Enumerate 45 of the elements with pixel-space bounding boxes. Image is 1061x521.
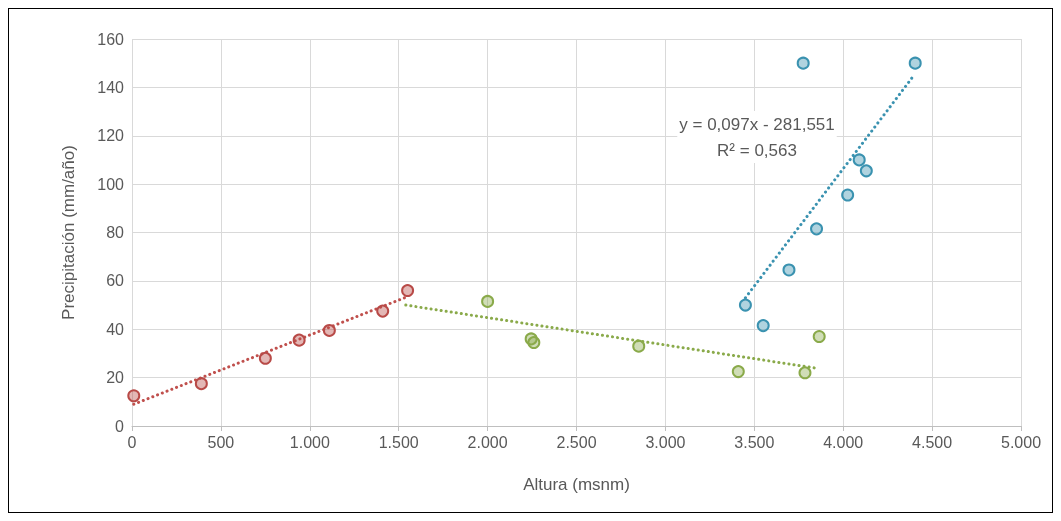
point: [852, 153, 866, 167]
point: [796, 56, 810, 70]
y-tick-label: 80: [106, 224, 125, 241]
x-tick-label: 3.500: [734, 433, 775, 451]
x-axis-title: Altura (msnm): [523, 475, 630, 494]
point: [481, 294, 495, 308]
point: [782, 263, 796, 277]
point: [859, 164, 873, 178]
point: [810, 222, 824, 236]
x-tick-label: 1.000: [289, 433, 330, 451]
point: [841, 188, 855, 202]
y-tick-label: 20: [106, 369, 125, 387]
y-tick-label: 100: [97, 175, 125, 193]
y-tick-label: 140: [97, 78, 125, 96]
point: [292, 333, 306, 347]
y-tick-label: 60: [106, 272, 125, 290]
point: [127, 389, 141, 403]
x-tick-label: 0: [127, 433, 137, 451]
point: [194, 377, 208, 391]
point: [632, 339, 646, 353]
x-tick-label: 3.000: [645, 433, 686, 451]
point: [731, 365, 745, 379]
point: [908, 56, 922, 70]
point: [401, 284, 415, 298]
point: [738, 298, 752, 312]
x-tick-label: 4.000: [823, 433, 864, 451]
point: [756, 319, 770, 333]
point: [258, 351, 272, 365]
y-tick-label: 40: [106, 320, 125, 338]
x-tick-label: 2.000: [467, 433, 508, 451]
point: [798, 366, 812, 380]
y-tick-label: 0: [115, 417, 125, 435]
x-tick-label: 2.500: [556, 433, 597, 451]
y-tick-label: 120: [97, 127, 125, 145]
x-tick-label: 500: [207, 433, 235, 451]
x-tick-label: 5.000: [1000, 433, 1042, 451]
x-tick-label: 4.500: [912, 433, 953, 451]
point: [812, 330, 826, 343]
point: [376, 304, 390, 318]
y-tick-label: 160: [97, 30, 125, 48]
y-axis-title: Precipitación (mm/año): [59, 145, 78, 320]
point: [527, 336, 541, 350]
annotation: y = 0,097x - 281,551 R² = 0,563: [679, 114, 835, 160]
x-tick-label: 1.500: [378, 433, 419, 451]
point: [322, 323, 336, 337]
